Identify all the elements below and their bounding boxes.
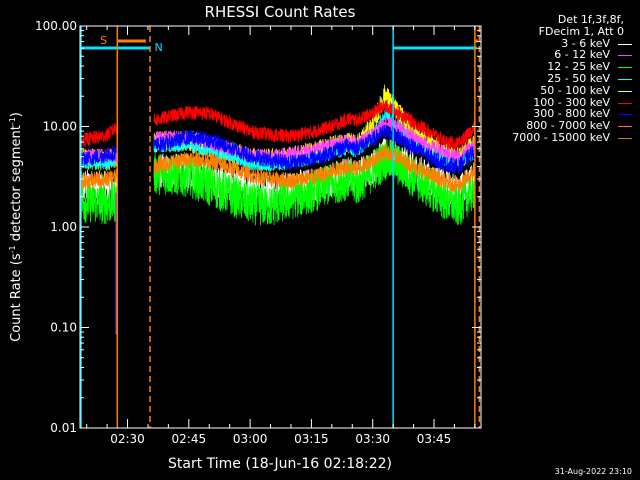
- legend-item: 300 - 800 keV: [486, 108, 632, 120]
- legend-label: 300 - 800 keV: [533, 107, 610, 121]
- y-axis-label: Count Rate (s-1 detector segment-1): [8, 112, 24, 342]
- y-axis-label-sup2: -1: [8, 117, 17, 125]
- legend-swatch: [618, 55, 632, 57]
- legend-label: 50 - 100 keV: [540, 83, 610, 97]
- legend-item: 7000 - 15000 keV: [486, 132, 632, 144]
- chart-title: RHESSI Count Rates: [205, 3, 356, 21]
- x-tick-label: 03:15: [294, 432, 329, 446]
- legend-item: 25 - 50 keV: [486, 73, 632, 85]
- legend-header-decim: FDecim 1, Att 0: [538, 24, 624, 38]
- plot-frame: [79, 25, 482, 429]
- legend-label: 12 - 25 keV: [547, 60, 610, 74]
- legend: Det 1f,3f,8f, FDecim 1, Att 0 3 - 6 keV 6…: [486, 14, 632, 144]
- legend-swatch: [618, 78, 632, 80]
- legend-label: 7000 - 15000 keV: [512, 130, 610, 144]
- series-line-12to25keV: [79, 181, 118, 225]
- legend-swatch: [618, 114, 632, 116]
- legend-item: 6 - 12 keV: [486, 49, 632, 61]
- series-line-100to300keV: [153, 100, 476, 151]
- x-tick-label: 02:30: [110, 432, 145, 446]
- series-line-800to7000keV: [153, 144, 476, 192]
- legend-item: 3 - 6 keV: [486, 36, 632, 50]
- series-line-300to800keV: [79, 145, 118, 168]
- legend-swatch: [618, 102, 632, 104]
- legend-label: 25 - 50 keV: [547, 71, 610, 85]
- x-tick-label: 03:45: [417, 432, 452, 446]
- y-tick-label: 10.00: [43, 120, 77, 134]
- legend-item: 12 - 25 keV: [486, 61, 632, 73]
- y-tick-label: 0.01: [50, 421, 77, 435]
- x-tick-label: 03:00: [233, 432, 268, 446]
- x-tick-label: 03:30: [355, 432, 390, 446]
- footer-timestamp: 31-Aug-2022 23:10: [554, 467, 632, 476]
- series-line-6to12keV: [79, 148, 118, 164]
- y-tick-label: 1.00: [50, 220, 77, 234]
- y-axis-label-main: Count Rate (s: [9, 253, 24, 342]
- legend-swatch: [618, 43, 632, 45]
- x-axis-label: Start Time (18-Jun-16 02:18:22): [168, 456, 392, 472]
- legend-swatch: [618, 126, 632, 128]
- y-tick-label: 100.00: [35, 19, 77, 33]
- legend-item: 800 - 7000 keV: [486, 120, 632, 132]
- series-line-800to7000keV: [79, 168, 118, 190]
- legend-label: 800 - 7000 keV: [526, 119, 610, 133]
- legend-item: 50 - 100 keV: [486, 83, 632, 97]
- legend-label: 3 - 6 keV: [561, 36, 610, 50]
- legend-swatch: [618, 137, 632, 139]
- x-tick-label: 02:45: [172, 432, 207, 446]
- night-flag-label: N: [154, 41, 162, 54]
- series-line-12to25keV: [153, 139, 476, 226]
- legend-header-detectors: Det 1f,3f,8f,: [557, 13, 624, 26]
- series-line-300to800keV: [153, 124, 476, 175]
- y-axis-label-rest: detector segment: [9, 125, 24, 245]
- y-axis-label-sup1: -1: [8, 245, 17, 253]
- legend-swatch: [618, 90, 632, 92]
- y-tick-label: 0.10: [50, 321, 77, 335]
- series-line-100to300keV: [79, 123, 118, 148]
- saa-flag-label: S: [100, 34, 107, 47]
- legend-swatch: [618, 67, 632, 69]
- y-axis-label-end: ): [9, 112, 24, 117]
- legend-label: 6 - 12 keV: [554, 48, 610, 62]
- legend-item: 100 - 300 keV: [486, 95, 632, 109]
- legend-label: 100 - 300 keV: [533, 95, 610, 109]
